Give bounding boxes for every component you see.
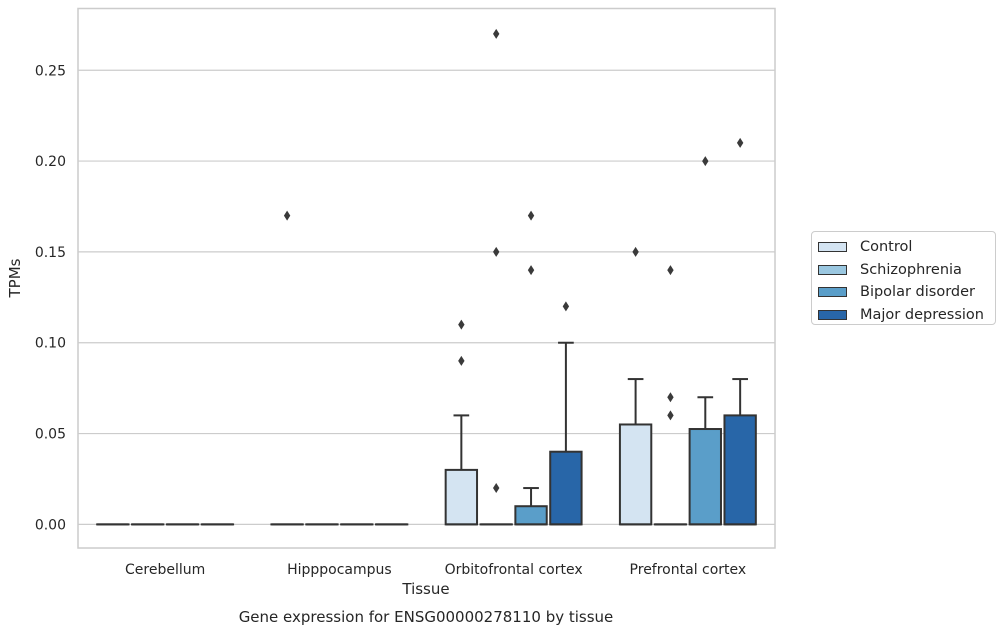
grid-lines — [78, 69, 775, 525]
legend-swatch — [818, 264, 847, 275]
box-bipolar-disorder — [688, 156, 722, 526]
y-tick-label: 0.15 — [35, 245, 66, 261]
x-tick-labels: Cerebellum Hipppocampus Orbitofrontal cort… — [125, 562, 746, 578]
outlier-point — [493, 246, 500, 257]
x-tick-label: Hipppocampus — [287, 562, 392, 578]
y-tick-labels: 0.00 0.05 0.10 0.15 0.20 0.25 — [35, 63, 66, 533]
outlier-point — [527, 265, 535, 276]
box-schizophrenia — [653, 265, 688, 526]
outlier-point — [458, 355, 465, 366]
outlier-point — [702, 156, 709, 167]
y-tick-label: 0.25 — [35, 63, 66, 79]
box-bipolar-disorder — [514, 210, 548, 526]
y-axis-label: TPMs — [6, 258, 24, 298]
outlier-point — [527, 210, 535, 221]
outlier-point — [667, 392, 674, 403]
box-body — [723, 414, 757, 526]
x-tick-label: Cerebellum — [125, 562, 205, 578]
y-tick-label: 0.20 — [35, 154, 66, 170]
legend-swatch — [818, 287, 847, 298]
x-axis-label: Tissue — [401, 580, 449, 598]
legend-label: Bipolar disorder — [860, 284, 975, 301]
box-body — [688, 428, 722, 526]
box-control — [444, 319, 479, 526]
outlier-point — [736, 137, 744, 148]
y-tick-label: 0.10 — [35, 336, 66, 352]
legend-label: Schizophrenia — [860, 261, 962, 278]
legend: Control Schizophrenia Bipolar disorder Majo… — [811, 231, 996, 325]
outlier-point — [667, 265, 674, 276]
box-control — [618, 246, 653, 526]
outlier-point — [493, 483, 500, 494]
y-tick-label: 0.00 — [35, 517, 66, 533]
legend-swatch — [818, 309, 847, 320]
x-tick-label: Prefrontal cortex — [630, 562, 747, 578]
legend-label: Control — [860, 239, 913, 256]
legend-item: Schizophrenia — [818, 259, 995, 282]
outlier-point — [283, 210, 291, 221]
box-body — [514, 505, 548, 526]
box-body — [618, 423, 653, 526]
legend-item: Major depression — [818, 304, 995, 327]
box-schizophrenia — [479, 28, 513, 526]
outlier-point — [493, 28, 500, 39]
plot-frame — [77, 7, 776, 549]
x-tick-label: Orbitofrontal cortex — [445, 562, 583, 578]
box-control — [270, 210, 304, 526]
box-major-depression — [549, 301, 583, 526]
box-body — [444, 468, 479, 526]
box-major-depression — [723, 137, 757, 526]
legend-item: Control — [818, 236, 995, 259]
legend-swatch — [818, 242, 847, 253]
box-body — [549, 450, 583, 526]
y-tick-label: 0.05 — [35, 427, 66, 443]
box-plot-area — [96, 28, 757, 526]
outlier-point — [667, 410, 674, 421]
legend-item: Bipolar disorder — [818, 281, 995, 304]
outlier-point — [632, 246, 639, 257]
chart-caption: Gene expression for ENSG00000278110 by t… — [239, 608, 614, 626]
legend-label: Major depression — [860, 306, 984, 323]
outlier-point — [458, 319, 465, 330]
outlier-point — [562, 301, 570, 312]
